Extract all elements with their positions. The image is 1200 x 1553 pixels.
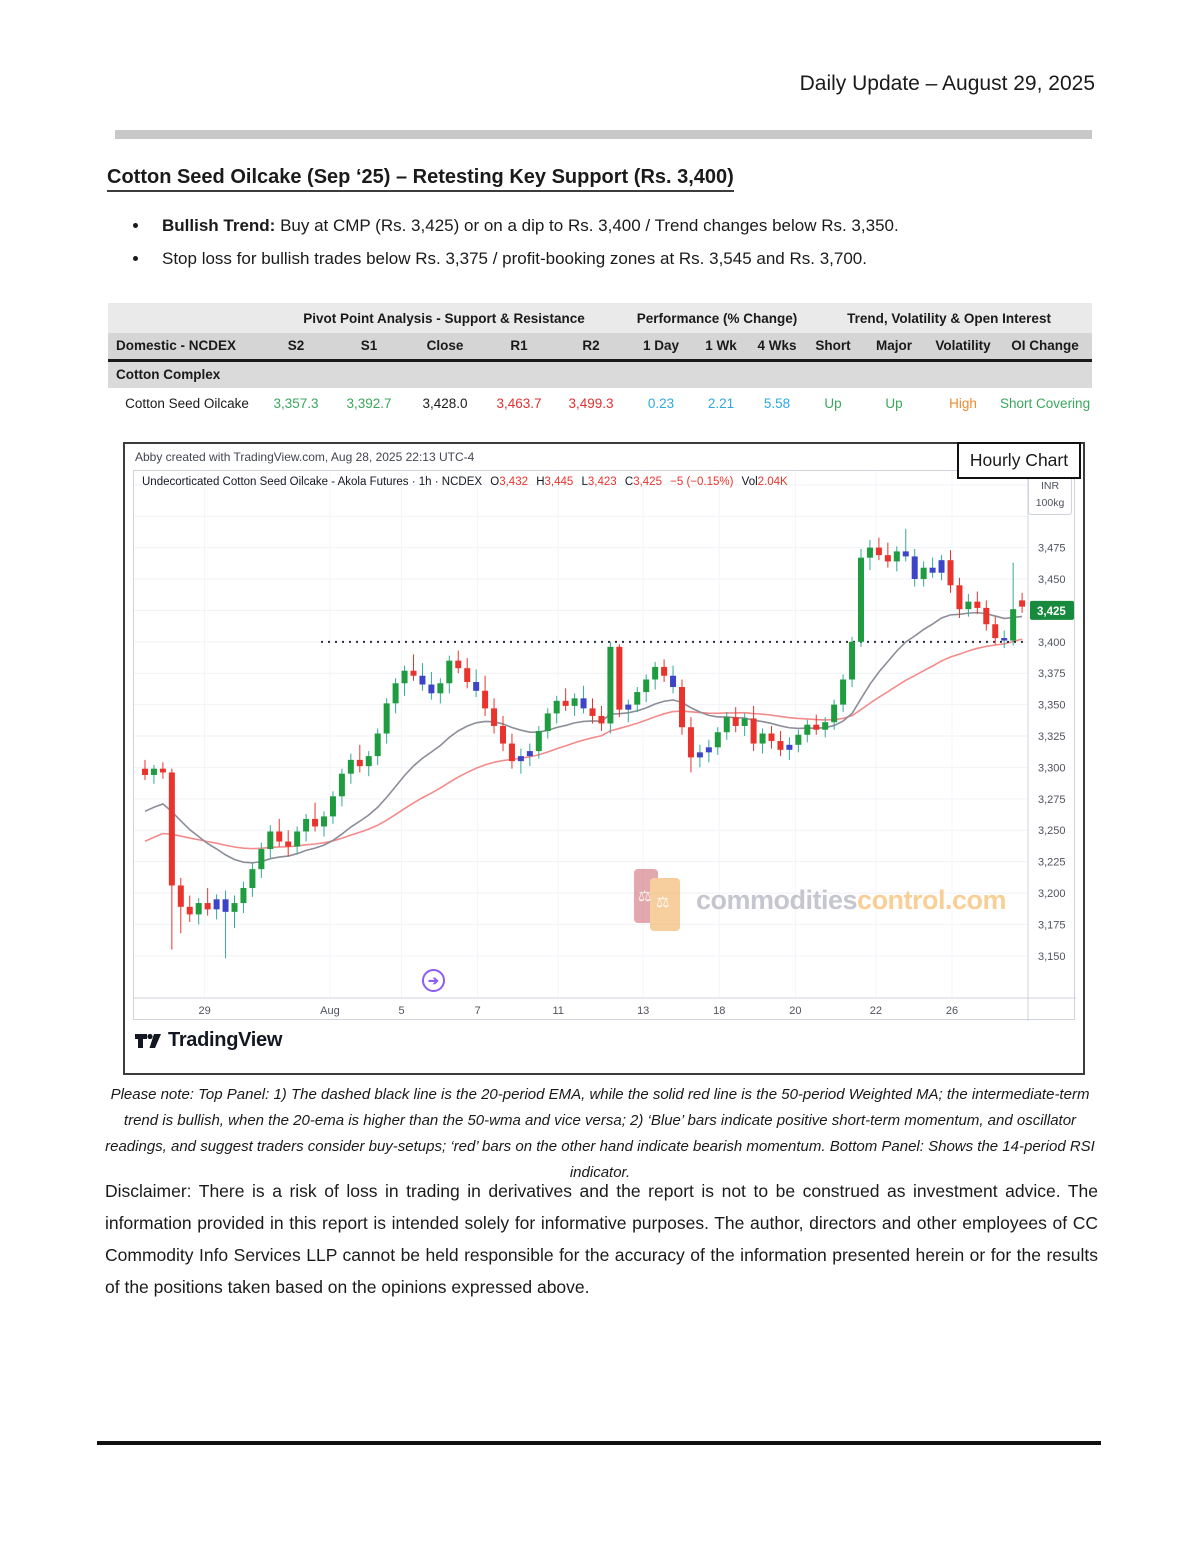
group-header-blank	[108, 303, 260, 333]
table-column-header-row: Domestic - NCDEX S2 S1 Close R1 R2 1 Day…	[108, 333, 1093, 362]
svg-text:3,275: 3,275	[1038, 794, 1066, 806]
tradingview-logo-icon	[135, 1033, 161, 1048]
col-volatility: Volatility	[928, 333, 999, 362]
cell-1wk: 2.21	[694, 388, 749, 419]
legend-close: 3,425	[633, 476, 662, 488]
commoditiescontrol-logo-icon: ⚖ ⚖	[634, 869, 686, 931]
svg-text:11: 11	[552, 1005, 563, 1017]
bullet-stop-loss: Stop loss for bullish trades below Rs. 3…	[150, 249, 1100, 269]
col-4wks: 4 Wks	[748, 333, 807, 362]
tradingview-brand: TradingView	[135, 1029, 282, 1052]
commoditiescontrol-watermark: ⚖ ⚖ commoditiescontrol.com	[634, 869, 1007, 931]
svg-text:29: 29	[199, 1005, 211, 1017]
cell-short-trend: Up	[806, 388, 861, 419]
cell-r1: 3,463.7	[484, 388, 554, 419]
legend-high: 3,445	[544, 476, 574, 488]
col-r1: R1	[484, 333, 554, 362]
group-header-pivot: Pivot Point Analysis - Support & Resista…	[260, 303, 629, 333]
col-oi-change: OI Change	[998, 333, 1093, 362]
svg-text:3,450: 3,450	[1038, 574, 1066, 586]
svg-text:Aug: Aug	[320, 1005, 340, 1017]
svg-text:3,150: 3,150	[1038, 951, 1066, 963]
svg-text:3,200: 3,200	[1038, 888, 1066, 900]
legend-low: 3,423	[587, 476, 617, 488]
replay-arrow-icon: ➔	[422, 969, 445, 992]
watermark-text-right: control.com	[857, 884, 1007, 915]
key-points-list: Bullish Trend: Buy at CMP (Rs. 3,425) or…	[150, 216, 1100, 282]
svg-text:3,325: 3,325	[1038, 731, 1066, 743]
footer-divider	[97, 1441, 1101, 1445]
col-1day: 1 Day	[628, 333, 695, 362]
watermark-text-left: commodities	[696, 884, 858, 915]
col-s1: S1	[332, 333, 406, 362]
chart-legend: Undecorticated Cotton Seed Oilcake - Ako…	[142, 476, 788, 488]
group-header-performance: Performance (% Change)	[628, 303, 807, 333]
hourly-chart-tag: Hourly Chart	[957, 442, 1081, 479]
cell-commodity-name: Cotton Seed Oilcake	[108, 388, 260, 419]
page-title: Daily Update – August 29, 2025	[799, 72, 1095, 95]
svg-text:3,300: 3,300	[1038, 762, 1066, 774]
table-group-header-row: Pivot Point Analysis - Support & Resista…	[108, 303, 1093, 333]
cell-s1: 3,392.7	[332, 388, 406, 419]
svg-text:18: 18	[713, 1005, 725, 1017]
chart-footnote: Please note: Top Panel: 1) The dashed bl…	[105, 1086, 1095, 1181]
table-section-row: Cotton Complex	[108, 360, 1093, 388]
chart-card: Abby created with TradingView.com, Aug 2…	[123, 442, 1085, 1075]
svg-text:5: 5	[398, 1005, 404, 1017]
svg-text:3,400: 3,400	[1038, 637, 1066, 649]
col-domestic-ncdex: Domestic - NCDEX	[108, 333, 260, 362]
col-major: Major	[860, 333, 929, 362]
svg-text:7: 7	[475, 1005, 481, 1017]
svg-text:3,225: 3,225	[1038, 857, 1066, 869]
cell-1day: 0.23	[628, 388, 695, 419]
col-r2: R2	[554, 333, 629, 362]
svg-text:3,375: 3,375	[1038, 668, 1066, 680]
tradingview-brand-label: TradingView	[168, 1029, 283, 1051]
legend-symbol: Undecorticated Cotton Seed Oilcake - Ako…	[142, 476, 483, 488]
pivot-analysis-table: Pivot Point Analysis - Support & Resista…	[108, 303, 1093, 419]
svg-text:22: 22	[870, 1005, 882, 1017]
cell-r2: 3,499.3	[554, 388, 629, 419]
group-header-trend: Trend, Volatility & Open Interest	[806, 303, 1093, 333]
svg-text:20: 20	[789, 1005, 801, 1017]
svg-text:26: 26	[946, 1005, 958, 1017]
col-s2: S2	[260, 333, 332, 362]
candlestick-chart: 3,150 3,175 3,200 3,225 3,250 3,275 3,300 3,325…	[134, 471, 1076, 1021]
price-unit-box: INR 100kg	[1028, 473, 1072, 515]
legend-volume: 2.04K	[757, 476, 788, 488]
legend-open: 3,432	[499, 476, 528, 488]
col-short: Short	[806, 333, 861, 362]
svg-text:3,425: 3,425	[1037, 606, 1066, 618]
svg-text:3,475: 3,475	[1038, 543, 1066, 555]
cell-oi-change: Short Covering	[998, 388, 1093, 419]
unit-weight: 100kg	[1035, 497, 1065, 509]
cell-major-trend: Up	[860, 388, 929, 419]
section-title: Cotton Seed Oilcake (Sep ‘25) – Retestin…	[107, 166, 734, 192]
unit-currency: INR	[1040, 480, 1060, 492]
price-chart: Undecorticated Cotton Seed Oilcake - Ako…	[133, 470, 1076, 1021]
cell-volatility: High	[928, 388, 999, 419]
chart-attribution: Abby created with TradingView.com, Aug 2…	[135, 450, 475, 464]
cell-s2: 3,357.3	[260, 388, 332, 419]
svg-text:3,175: 3,175	[1038, 919, 1066, 931]
header-divider	[115, 130, 1092, 139]
section-cotton-complex: Cotton Complex	[108, 360, 1093, 388]
table-row: Cotton Seed Oilcake 3,357.3 3,392.7 3,42…	[108, 388, 1093, 419]
col-1wk: 1 Wk	[694, 333, 749, 362]
legend-change: −5 (−0.15%)	[670, 476, 734, 488]
svg-text:13: 13	[637, 1005, 649, 1017]
cell-close: 3,428.0	[406, 388, 484, 419]
disclaimer-text: Disclaimer: There is a risk of loss in t…	[105, 1181, 1098, 1298]
svg-text:3,350: 3,350	[1038, 700, 1066, 712]
bullet-bullish-trend: Bullish Trend: Buy at CMP (Rs. 3,425) or…	[150, 216, 1100, 236]
svg-text:3,250: 3,250	[1038, 825, 1066, 837]
cell-4wks: 5.58	[748, 388, 807, 419]
col-close: Close	[406, 333, 484, 362]
